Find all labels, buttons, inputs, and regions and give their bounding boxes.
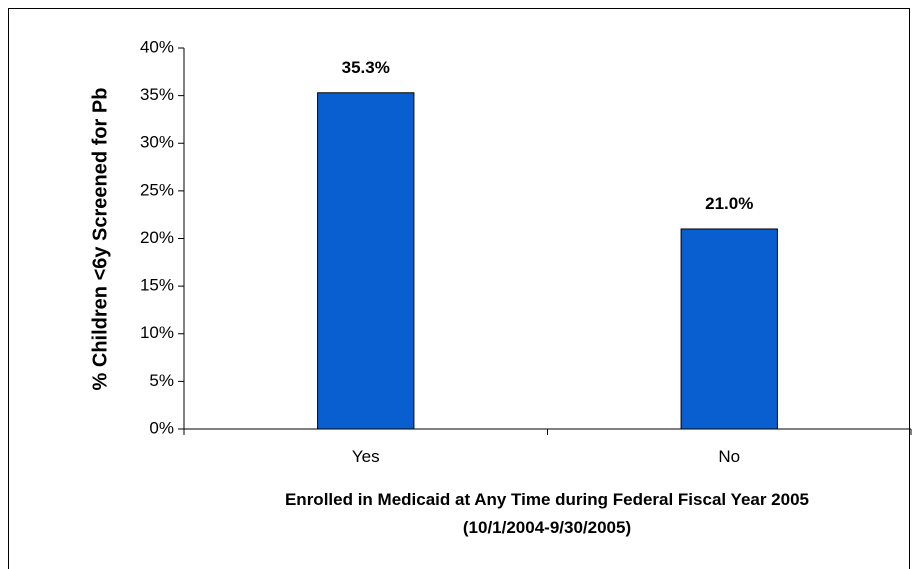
axes-group: [183, 48, 911, 430]
y-axis-title: % Children <6y Screened for Pb: [89, 88, 111, 391]
y-tick-label: 5%: [149, 371, 174, 390]
bars-group: [317, 92, 778, 430]
data-label: 21.0%: [705, 194, 753, 213]
y-tick-label: 35%: [140, 85, 174, 104]
bar-yes: [317, 92, 415, 430]
y-tick-label: 0%: [149, 418, 174, 437]
x-ticks-group: [183, 429, 912, 435]
x-axis-title-line1: Enrolled in Medicaid at Any Time during …: [285, 490, 809, 509]
data-labels-group: 35.3% 21.0%: [342, 58, 754, 213]
category-label: Yes: [352, 447, 380, 466]
category-label: No: [718, 447, 740, 466]
y-tick-label: 15%: [140, 276, 174, 295]
x-axis-title-line2: (10/1/2004-9/30/2005): [463, 518, 631, 537]
bar-no: [680, 228, 778, 430]
y-tick-label: 30%: [140, 133, 174, 152]
y-tick-label: 20%: [140, 228, 174, 247]
y-tick-label: 25%: [140, 180, 174, 199]
y-tick-label: 40%: [140, 37, 174, 56]
y-tick-label: 10%: [140, 323, 174, 342]
data-label: 35.3%: [342, 58, 390, 77]
y-ticks-group: 0% 5% 10% 15% 20% 25% 30% 35% 40%: [140, 37, 184, 437]
category-labels-group: Yes No: [352, 447, 740, 466]
